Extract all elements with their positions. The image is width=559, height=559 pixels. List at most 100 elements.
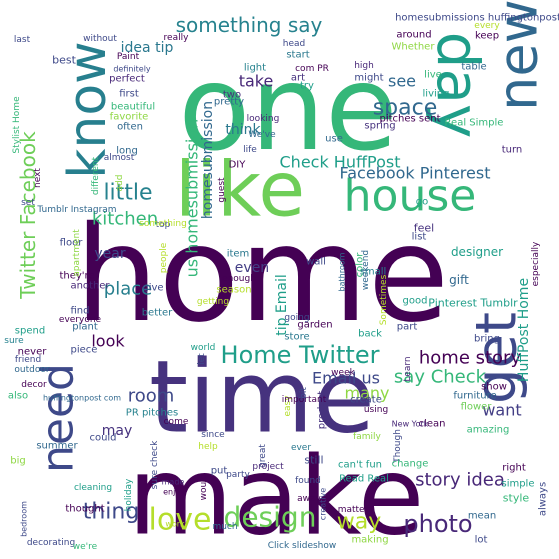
word-home-story: home story: [419, 348, 522, 369]
word-can-t-fun: can't fun: [338, 460, 382, 471]
word-time: time: [149, 339, 375, 456]
word-art: art: [291, 73, 305, 84]
word-right: right: [502, 463, 526, 474]
word-email-us: Email us: [312, 369, 380, 388]
word-something-say: something say: [176, 13, 323, 37]
word-we-ve: We've: [248, 130, 276, 140]
word-living: living: [423, 89, 450, 100]
word-back: back: [358, 329, 382, 340]
word-turn: turn: [502, 145, 523, 156]
word-outdoor: outdoor: [14, 365, 49, 375]
word-check-huffpost: Check HuffPost: [280, 153, 401, 172]
word-easy: easy: [283, 395, 293, 417]
word-better: better: [142, 308, 173, 319]
word-every: every: [474, 21, 500, 31]
word-perfect: perfect: [109, 74, 145, 85]
word-item: item: [227, 249, 250, 260]
word-put: put: [211, 466, 228, 477]
word-need: need: [33, 363, 84, 473]
word-good: good: [403, 296, 428, 307]
word-making: making: [351, 535, 388, 546]
word-cleaning: cleaning: [74, 483, 112, 493]
word-away: away: [297, 494, 321, 504]
word-live: live: [424, 70, 442, 81]
word-lot: lot: [475, 535, 488, 546]
word-something: something: [139, 219, 187, 229]
word-still: still: [304, 454, 323, 467]
word-many: many: [345, 384, 390, 403]
word-two: two: [223, 90, 241, 101]
word-come: come: [164, 417, 189, 427]
word-bit: bit: [299, 387, 309, 399]
word-amazing: amazing: [467, 425, 510, 436]
word-light: light: [244, 63, 266, 74]
word-create: create: [350, 395, 382, 406]
word-found: found: [295, 476, 321, 486]
word-floor: floor: [60, 238, 84, 249]
word-bathroom: bathroom: [338, 252, 347, 291]
word-pinterest-tumblr: Pinterest Tumblr: [428, 297, 518, 310]
word-find: find: [71, 306, 90, 317]
word-change: change: [392, 459, 429, 470]
word-feel: feel: [414, 222, 434, 235]
word-especially: especially: [531, 241, 541, 286]
word-sometimes: Sometimes: [379, 274, 389, 325]
word-paint: Paint: [117, 52, 140, 62]
word-stylist-home: Stylist Home: [12, 96, 22, 154]
word-sure-check: sure check: [150, 440, 160, 489]
word-much: much: [212, 522, 237, 532]
word-may: may: [102, 423, 133, 439]
word-help: help: [198, 442, 218, 452]
word-world: world: [191, 343, 216, 353]
word-want: want: [482, 401, 521, 420]
word-one: one: [178, 39, 398, 177]
word-big: big: [10, 456, 25, 467]
word-start: start: [286, 50, 309, 61]
word-flower: flower: [461, 402, 493, 413]
word-try: try: [300, 81, 314, 92]
word-favorite: favorite: [110, 112, 149, 123]
word-thing: thing: [83, 500, 140, 525]
word-keep: keep: [475, 31, 499, 42]
word-summer: summer: [36, 441, 78, 452]
word-kitchen: kitchen: [92, 209, 158, 230]
word-creative: creative: [319, 488, 328, 520]
word-piece: piece: [71, 345, 98, 356]
word-tumblr-instagram: Tumblr Instagram: [36, 205, 116, 215]
word-know: know: [58, 41, 118, 178]
word-party: party: [226, 470, 250, 480]
word-plant: plant: [72, 322, 98, 333]
word-might: might: [354, 73, 383, 84]
word-give: give: [142, 283, 163, 294]
word-look: look: [91, 332, 125, 351]
word-say-check: say Check: [394, 367, 487, 388]
word-weekend: weekend: [361, 250, 371, 290]
word-since: since: [201, 430, 225, 440]
word-though: Though: [393, 429, 403, 464]
word-table: table: [461, 62, 486, 73]
word-never: never: [18, 347, 48, 358]
word-get: get: [465, 312, 530, 404]
word-without: without: [83, 34, 117, 44]
word-head: head: [283, 39, 305, 49]
word-next: next: [33, 168, 43, 188]
word-designer: designer: [451, 245, 503, 259]
word-diy: DIY: [229, 160, 247, 171]
word-spring: spring: [364, 121, 395, 132]
word-definitely: definitely: [113, 65, 151, 74]
word-real-simple: Real Simple: [445, 118, 504, 129]
word-little: little: [103, 181, 152, 206]
word-pitches-sent: pitches sent: [379, 114, 440, 125]
word-idea-tip: idea tip: [121, 40, 174, 56]
word-home: home: [75, 198, 449, 352]
word-wall: wall: [306, 257, 326, 268]
word-mean: mean: [468, 511, 496, 522]
word-also: also: [8, 391, 28, 402]
word-ever: ever: [291, 443, 311, 453]
word-different: different: [91, 156, 101, 195]
word-around: around: [396, 30, 431, 41]
word-decorating: decorating: [27, 538, 75, 548]
word-sure: sure: [4, 336, 24, 346]
